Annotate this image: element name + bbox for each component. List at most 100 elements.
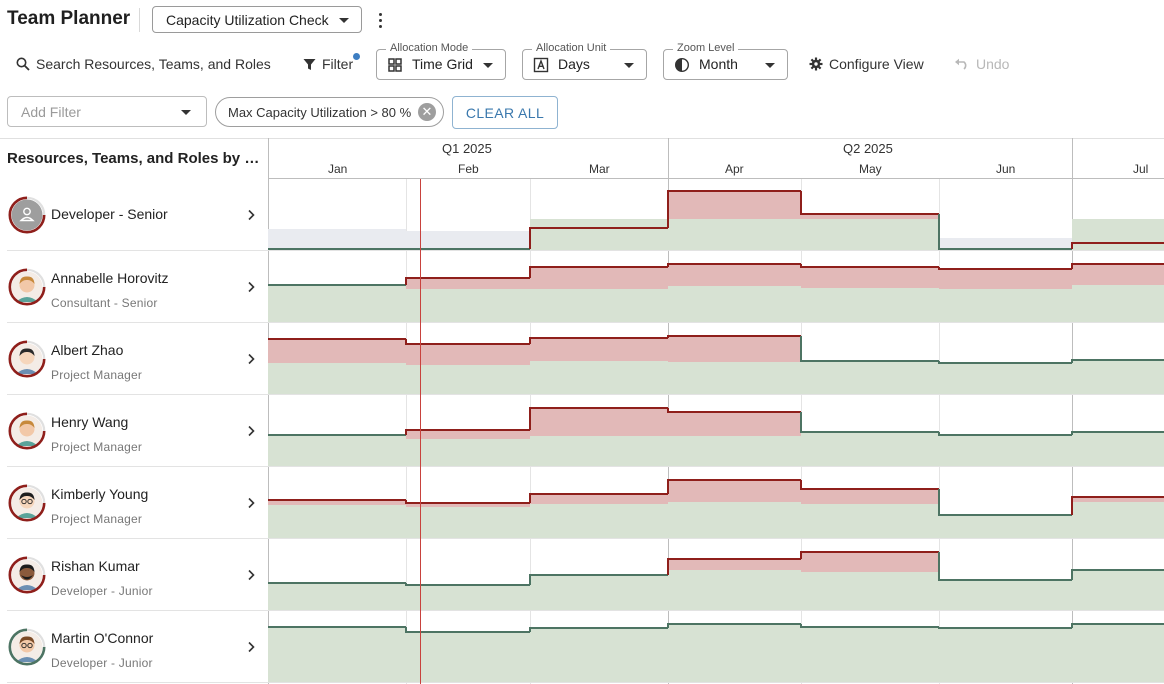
allocation-fill: [939, 580, 1072, 610]
quarter-label: Q1 2025: [442, 141, 492, 156]
over-capacity-fill: [268, 500, 406, 505]
resource-row[interactable]: Annabelle Horovitz Consultant - Senior: [7, 251, 268, 323]
capacity-fill: [668, 436, 801, 466]
over-capacity-fill: [406, 503, 530, 507]
zoom-level-select[interactable]: Zoom Level Month: [663, 42, 788, 80]
over-capacity-fill: [668, 412, 801, 436]
resource-name: Albert Zhao: [51, 342, 124, 358]
utilization-line: [405, 627, 530, 633]
allocation-fill: [406, 585, 530, 610]
over-capacity-fill: [668, 559, 801, 570]
resources-column-header[interactable]: Resources, Teams, and Roles by Utilizati…: [7, 150, 268, 167]
undo-button[interactable]: Undo: [954, 52, 1009, 76]
resource-role: Developer - Junior: [51, 656, 153, 670]
over-capacity-fill: [406, 344, 530, 365]
view-select[interactable]: Capacity Utilization Check: [152, 6, 362, 33]
capacity-fill: [939, 289, 1072, 322]
capacity-fill: [406, 365, 530, 394]
generic-role-icon: [8, 196, 46, 234]
chevron-right-icon[interactable]: [245, 280, 257, 294]
utilization-line: [405, 583, 530, 586]
utilization-timeline[interactable]: [268, 138, 1164, 684]
remove-filter-icon[interactable]: ✕: [418, 103, 436, 121]
capacity-fill: [530, 504, 668, 538]
capacity-fill: [268, 363, 406, 394]
over-capacity-fill: [406, 278, 530, 289]
chevron-right-icon[interactable]: [245, 496, 257, 510]
over-capacity-fill: [668, 336, 801, 362]
utilization-line: [938, 432, 1072, 436]
capacity-fill: [801, 572, 939, 610]
utilization-line: [405, 429, 530, 435]
allocation-mode-select[interactable]: Allocation Mode Time Grid: [376, 42, 506, 80]
grid-divider: [268, 138, 269, 684]
capacity-fill: [530, 361, 668, 394]
more-options-icon[interactable]: [373, 10, 387, 30]
utilization-line: [1071, 569, 1164, 580]
chevron-right-icon[interactable]: [245, 640, 257, 654]
over-capacity-fill: [668, 480, 801, 502]
resource-row[interactable]: Rishan Kumar Developer - Junior: [7, 539, 268, 611]
resource-role: Consultant - Senior: [51, 296, 158, 310]
header-divider: [139, 8, 140, 32]
allocation-mode-label: Allocation Mode: [386, 42, 473, 55]
allocation-fill: [1072, 360, 1164, 394]
allocation-fill: [1072, 624, 1164, 682]
allocation-fill: [801, 627, 939, 682]
resource-row[interactable]: Kimberly Young Project Manager: [7, 467, 268, 539]
utilization-line: [529, 227, 668, 249]
capacity-fill: [1072, 219, 1164, 250]
allocation-fill: [801, 361, 939, 394]
over-capacity-fill: [530, 408, 668, 436]
resource-row[interactable]: Martin O'Connor Developer - Junior: [7, 611, 268, 683]
filter-chip-label: Max Capacity Utilization > 80 %: [228, 104, 412, 120]
utilization-line: [529, 574, 668, 585]
allocation-fill: [530, 575, 668, 610]
unassigned-fill: [406, 231, 530, 249]
allocation-unit-select[interactable]: Allocation Unit Days: [522, 42, 647, 80]
utilization-line: [1071, 496, 1164, 515]
allocation-fill: [939, 363, 1072, 394]
chevron-right-icon[interactable]: [245, 424, 257, 438]
utilization-line: [667, 335, 801, 338]
clear-all-button[interactable]: CLEAR ALL: [452, 96, 558, 129]
resource-role: Developer - Junior: [51, 584, 153, 598]
allocation-fill: [668, 624, 801, 682]
chevron-right-icon[interactable]: [245, 352, 257, 366]
allocation-fill: [1072, 570, 1164, 610]
contrast-icon: [674, 57, 690, 73]
resource-row[interactable]: Developer - Senior: [7, 179, 268, 251]
filter-button[interactable]: Filter: [303, 52, 361, 76]
month-label: Mar: [589, 162, 610, 176]
utilization-line: [800, 336, 939, 362]
capacity-fill: [406, 439, 530, 466]
over-capacity-fill: [1072, 264, 1164, 285]
utilization-line: [667, 190, 801, 228]
allocation-unit-label: Allocation Unit: [532, 42, 611, 55]
filter-chip[interactable]: Max Capacity Utilization > 80 % ✕: [215, 97, 444, 127]
capacity-fill: [801, 288, 939, 322]
over-capacity-fill: [1072, 497, 1164, 502]
search-button[interactable]: Search Resources, Teams, and Roles: [16, 52, 271, 76]
allocation-fill: [268, 583, 406, 610]
utilization-line: [667, 623, 801, 628]
chevron-right-icon[interactable]: [245, 568, 257, 582]
add-filter-select[interactable]: Add Filter: [7, 96, 207, 127]
allocation-fill: [939, 628, 1072, 682]
resource-row[interactable]: Albert Zhao Project Manager: [7, 323, 268, 395]
view-select-value: Capacity Utilization Check: [166, 11, 329, 28]
woman-avatar: [8, 412, 46, 450]
gear-icon: [809, 57, 823, 71]
utilization-line: [405, 339, 530, 345]
utilization-line: [938, 214, 1072, 250]
configure-view-button[interactable]: Configure View: [809, 52, 924, 76]
chevron-right-icon[interactable]: [245, 208, 257, 222]
over-capacity-fill: [268, 339, 406, 363]
capacity-fill: [530, 436, 668, 466]
utilization-line: [667, 479, 801, 494]
undo-icon: [955, 58, 967, 70]
undo-label: Undo: [976, 56, 1010, 72]
app-title: Team Planner: [7, 8, 131, 29]
utilization-line: [800, 191, 939, 215]
resource-row[interactable]: Henry Wang Project Manager: [7, 395, 268, 467]
